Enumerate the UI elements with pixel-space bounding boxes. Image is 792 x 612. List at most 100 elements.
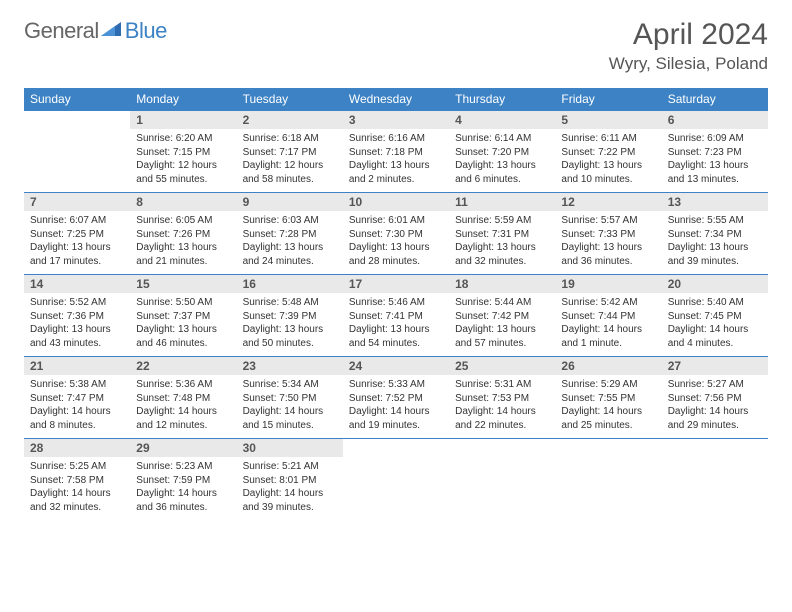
weekday-header-row: Sunday Monday Tuesday Wednesday Thursday… — [24, 88, 768, 111]
day-cell: 28 Sunrise: 5:25 AMSunset: 7:58 PMDayligh… — [24, 439, 130, 520]
day-cell: 24 Sunrise: 5:33 AMSunset: 7:52 PMDayligh… — [343, 357, 449, 438]
day-cell: 27 Sunrise: 5:27 AMSunset: 7:56 PMDayligh… — [662, 357, 768, 438]
day-cell: 1 Sunrise: 6:20 AMSunset: 7:15 PMDaylight… — [130, 111, 236, 192]
day-cell: 12Sunrise: 5:57 AMSunset: 7:33 PMDayligh… — [555, 193, 661, 274]
day-details: Sunrise: 5:34 AMSunset: 7:50 PMDaylight:… — [243, 378, 337, 432]
day-cell: 22 Sunrise: 5:36 AMSunset: 7:48 PMDayligh… — [130, 357, 236, 438]
day-details: Sunrise: 6:01 AMSunset: 7:30 PMDaylight:… — [349, 214, 443, 268]
day-cell: 13Sunrise: 5:55 AMSunset: 7:34 PMDayligh… — [662, 193, 768, 274]
weekday-header: Friday — [555, 88, 661, 111]
day-number: 15 — [130, 275, 236, 293]
week-row: 14 Sunrise: 5:52 AMSunset: 7:36 PMDayligh… — [24, 275, 768, 357]
day-number: 2 — [237, 111, 343, 129]
day-cell: 30 Sunrise: 5:21 AMSunset: 8:01 PMDayligh… — [237, 439, 343, 520]
day-details: Sunrise: 6:09 AMSunset: 7:23 PMDaylight:… — [668, 132, 762, 186]
day-details: Sunrise: 5:36 AMSunset: 7:48 PMDaylight:… — [136, 378, 230, 432]
day-cell: 17 Sunrise: 5:46 AMSunset: 7:41 PMDayligh… — [343, 275, 449, 356]
day-details: Sunrise: 5:25 AMSunset: 7:58 PMDaylight:… — [30, 460, 124, 514]
calendar-grid: Sunday Monday Tuesday Wednesday Thursday… — [24, 88, 768, 520]
day-number: 6 — [662, 111, 768, 129]
weekday-header: Saturday — [662, 88, 768, 111]
day-number: 30 — [237, 439, 343, 457]
day-number: 20 — [662, 275, 768, 293]
day-details: Sunrise: 5:46 AMSunset: 7:41 PMDaylight:… — [349, 296, 443, 350]
day-cell: 18 Sunrise: 5:44 AMSunset: 7:42 PMDayligh… — [449, 275, 555, 356]
day-cell: 9 Sunrise: 6:03 AMSunset: 7:28 PMDaylight… — [237, 193, 343, 274]
day-details: Sunrise: 5:40 AMSunset: 7:45 PMDaylight:… — [668, 296, 762, 350]
day-details: Sunrise: 5:23 AMSunset: 7:59 PMDaylight:… — [136, 460, 230, 514]
day-details: Sunrise: 6:20 AMSunset: 7:15 PMDaylight:… — [136, 132, 230, 186]
day-number: 25 — [449, 357, 555, 375]
weekday-header: Wednesday — [343, 88, 449, 111]
day-cell: 15 Sunrise: 5:50 AMSunset: 7:37 PMDayligh… — [130, 275, 236, 356]
weekday-header: Monday — [130, 88, 236, 111]
day-cell: 26Sunrise: 5:29 AMSunset: 7:55 PMDayligh… — [555, 357, 661, 438]
day-number: 1 — [130, 111, 236, 129]
header-row: General Blue April 2024 Wyry, Silesia, P… — [24, 18, 768, 74]
day-cell: 6 Sunrise: 6:09 AMSunset: 7:23 PMDaylight… — [662, 111, 768, 192]
day-number: 11 — [449, 193, 555, 211]
day-cell: 11Sunrise: 5:59 AMSunset: 7:31 PMDayligh… — [449, 193, 555, 274]
day-cell: 2 Sunrise: 6:18 AMSunset: 7:17 PMDaylight… — [237, 111, 343, 192]
weekday-header: Sunday — [24, 88, 130, 111]
day-cell: 8Sunrise: 6:05 AMSunset: 7:26 PMDaylight… — [130, 193, 236, 274]
day-number: 12 — [555, 193, 661, 211]
day-number: 22 — [130, 357, 236, 375]
day-details: Sunrise: 6:05 AMSunset: 7:26 PMDaylight:… — [136, 214, 230, 268]
day-cell: 20 Sunrise: 5:40 AMSunset: 7:45 PMDayligh… — [662, 275, 768, 356]
title-location: Wyry, Silesia, Poland — [609, 54, 768, 74]
weekday-header: Tuesday — [237, 88, 343, 111]
day-cell — [24, 111, 130, 192]
day-details: Sunrise: 5:21 AMSunset: 8:01 PMDaylight:… — [243, 460, 337, 514]
day-number: 16 — [237, 275, 343, 293]
day-number: 28 — [24, 439, 130, 457]
day-cell: 25 Sunrise: 5:31 AMSunset: 7:53 PMDayligh… — [449, 357, 555, 438]
day-cell — [555, 439, 661, 520]
day-cell — [343, 439, 449, 520]
day-details: Sunrise: 6:18 AMSunset: 7:17 PMDaylight:… — [243, 132, 337, 186]
day-details: Sunrise: 5:44 AMSunset: 7:42 PMDaylight:… — [455, 296, 549, 350]
day-details: Sunrise: 5:31 AMSunset: 7:53 PMDaylight:… — [455, 378, 549, 432]
week-row: 21Sunrise: 5:38 AMSunset: 7:47 PMDayligh… — [24, 357, 768, 439]
day-details: Sunrise: 6:07 AMSunset: 7:25 PMDaylight:… — [30, 214, 124, 268]
day-number: 18 — [449, 275, 555, 293]
day-number: 3 — [343, 111, 449, 129]
day-number: 21 — [24, 357, 130, 375]
day-details: Sunrise: 6:03 AMSunset: 7:28 PMDaylight:… — [243, 214, 337, 268]
logo-triangle-icon — [99, 18, 125, 44]
day-cell: 19 Sunrise: 5:42 AMSunset: 7:44 PMDayligh… — [555, 275, 661, 356]
day-number: 5 — [555, 111, 661, 129]
day-cell — [662, 439, 768, 520]
day-details: Sunrise: 5:33 AMSunset: 7:52 PMDaylight:… — [349, 378, 443, 432]
day-number: 10 — [343, 193, 449, 211]
day-cell: 14 Sunrise: 5:52 AMSunset: 7:36 PMDayligh… — [24, 275, 130, 356]
day-number: 24 — [343, 357, 449, 375]
title-block: April 2024 Wyry, Silesia, Poland — [609, 18, 768, 74]
day-number: 19 — [555, 275, 661, 293]
day-details: Sunrise: 5:42 AMSunset: 7:44 PMDaylight:… — [561, 296, 655, 350]
day-number: 27 — [662, 357, 768, 375]
day-number: 26 — [555, 357, 661, 375]
day-cell: 3 Sunrise: 6:16 AMSunset: 7:18 PMDaylight… — [343, 111, 449, 192]
day-number: 17 — [343, 275, 449, 293]
day-number: 14 — [24, 275, 130, 293]
week-row: 28 Sunrise: 5:25 AMSunset: 7:58 PMDayligh… — [24, 439, 768, 520]
weekday-header: Thursday — [449, 88, 555, 111]
logo-word-general: General — [24, 18, 99, 44]
day-cell: 5 Sunrise: 6:11 AMSunset: 7:22 PMDaylight… — [555, 111, 661, 192]
day-details: Sunrise: 5:50 AMSunset: 7:37 PMDaylight:… — [136, 296, 230, 350]
day-number: 13 — [662, 193, 768, 211]
day-details: Sunrise: 6:11 AMSunset: 7:22 PMDaylight:… — [561, 132, 655, 186]
day-details: Sunrise: 5:52 AMSunset: 7:36 PMDaylight:… — [30, 296, 124, 350]
week-row: 7Sunrise: 6:07 AMSunset: 7:25 PMDaylight… — [24, 193, 768, 275]
day-cell: 10 Sunrise: 6:01 AMSunset: 7:30 PMDayligh… — [343, 193, 449, 274]
day-details: Sunrise: 6:16 AMSunset: 7:18 PMDaylight:… — [349, 132, 443, 186]
day-cell: 7Sunrise: 6:07 AMSunset: 7:25 PMDaylight… — [24, 193, 130, 274]
day-cell: 4Sunrise: 6:14 AMSunset: 7:20 PMDaylight… — [449, 111, 555, 192]
day-number: 9 — [237, 193, 343, 211]
day-details: Sunrise: 5:48 AMSunset: 7:39 PMDaylight:… — [243, 296, 337, 350]
day-details: Sunrise: 5:27 AMSunset: 7:56 PMDaylight:… — [668, 378, 762, 432]
day-number: 23 — [237, 357, 343, 375]
logo-word-blue: Blue — [125, 18, 167, 44]
calendar-page: General Blue April 2024 Wyry, Silesia, P… — [0, 0, 792, 530]
